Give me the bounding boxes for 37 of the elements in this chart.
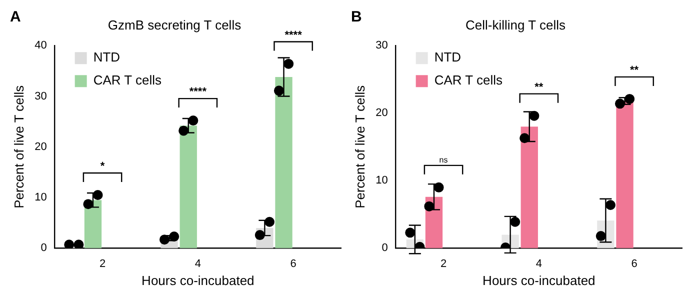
text: B [351, 8, 362, 26]
y-tick-label: 20 [34, 140, 47, 153]
annotation: ** [630, 64, 640, 76]
x-tick-label: 2 [99, 258, 106, 270]
y-tick-label: 10 [376, 174, 388, 187]
text: **** [284, 29, 303, 42]
y-tick-label: 30 [34, 90, 47, 102]
x-axis-title: Hours co-incubated [482, 272, 596, 288]
legend-label: NTD [93, 50, 120, 65]
annotation: **** [189, 86, 208, 98]
text: A [10, 8, 21, 26]
bar [180, 126, 197, 248]
x-axis-title: Hours co-incubated [142, 272, 254, 288]
chart-title: Cell-killing T cells [466, 17, 566, 32]
x-tick-label: 4 [194, 258, 201, 270]
annotation: ns [439, 156, 448, 165]
y-tick-label: 40 [34, 40, 47, 52]
y-tick-label: 30 [376, 40, 388, 52]
y-tick-label: 20 [376, 107, 388, 120]
annotation: * [100, 160, 106, 173]
y-axis-title: Percent of live T cells [352, 84, 368, 208]
annotation: ** [534, 81, 544, 94]
y-tick-label: 0 [40, 242, 47, 254]
x-tick-label: 4 [536, 258, 542, 270]
legend-label: CAR T cells [434, 72, 503, 88]
x-tick-label: 6 [631, 258, 638, 270]
y-tick-label: 10 [34, 192, 47, 204]
bar [520, 126, 538, 248]
x-tick-label: 6 [290, 258, 296, 270]
bar [616, 100, 634, 248]
legend-label: CAR T cells [93, 72, 162, 88]
y-axis-title: Percent of live T cells [11, 84, 26, 208]
chart-title: GzmB secreting T cells [108, 17, 242, 32]
bar [275, 77, 292, 248]
x-tick-label: 2 [440, 258, 447, 270]
legend-label: NTD [434, 50, 462, 65]
y-tick-label: 0 [382, 242, 388, 254]
